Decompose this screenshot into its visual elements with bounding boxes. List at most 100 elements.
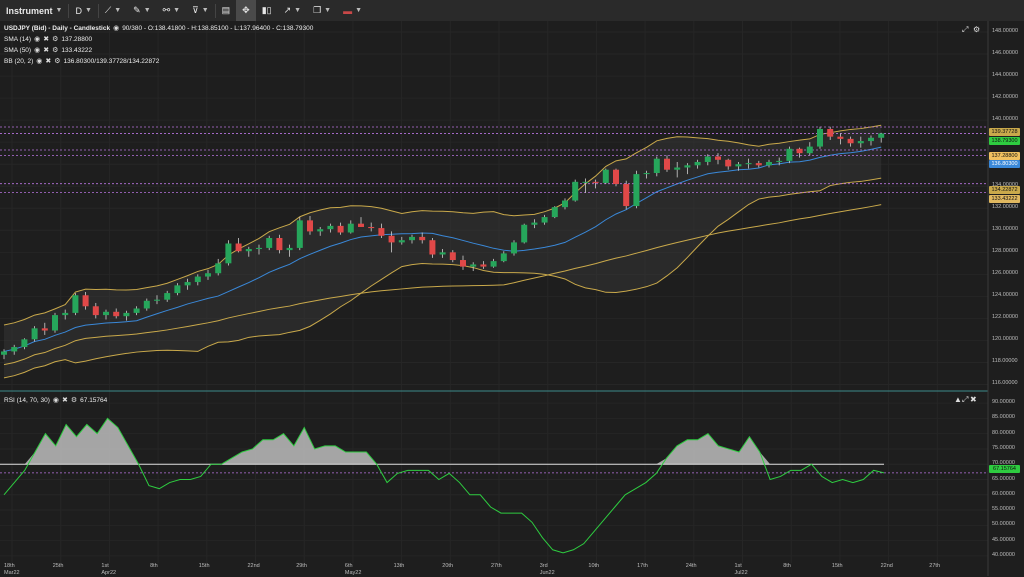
price-chart[interactable] [0,21,1024,576]
drawing-tools-button[interactable]: ⟋ ▼ [99,0,127,21]
candle-body [857,141,864,144]
gear-icon[interactable]: ⚙ [70,397,78,404]
candle-body [827,128,834,137]
maximize-icon[interactable]: ⤢ [962,25,969,34]
candle-body [31,328,38,340]
pencil-icon: ✎ [133,5,141,15]
chart-type-button[interactable]: ▮▯ [256,0,278,21]
candle-body [296,220,303,248]
close-price-tag: 138.79300 [989,137,1020,145]
time-day-label: 25th [52,563,64,569]
candle-body [245,249,252,252]
close-icon[interactable]: ✖ [43,36,50,43]
eye-icon[interactable]: ◉ [36,58,43,65]
candle-body [11,347,18,352]
candle-body [154,299,160,301]
time-day-label: 6th [344,563,353,569]
maximize-icon[interactable]: ⤢ [962,395,969,404]
instrument-title: USDJPY (Bid) - Daily - Candlestick [4,24,111,32]
ohlc-readout: 90/380 - O:138.41800 - H:138.85100 - L:1… [122,24,314,32]
timeframe-dropdown[interactable]: D ▼ [69,0,97,21]
bb-lower-tag: 134.22872 [989,186,1020,194]
legend-bb: BB (20, 2) ◉ ✖ ⚙ 136.80300/139.37728/134.2… [4,57,159,66]
candle-body [92,306,99,316]
candle-body [358,223,364,227]
time-axis-label: 22nd [881,563,893,570]
time-axis-label: 22nd [248,563,260,570]
candle-body [562,200,568,208]
candle-body [470,264,477,267]
time-axis-label: 1st Apr22 [101,563,116,577]
chevron-down-icon: ▼ [201,7,209,14]
price-axis-label: 148.00000 [992,28,1018,34]
candle-body [755,163,762,166]
move-up-icon[interactable]: ▲ [954,395,962,404]
rsi-axis-label: 90.00000 [992,399,1015,406]
candle-body [521,224,528,243]
candle-body [613,169,619,185]
close-icon[interactable]: ✖ [43,47,50,54]
candle-body [664,158,670,170]
chevron-down-icon: ▼ [173,7,181,14]
candle-body [276,237,283,251]
language-flag-icon: ▬ [343,5,353,16]
gear-icon[interactable]: ⚙ [54,58,61,65]
gear-icon[interactable]: ⚙ [52,47,59,54]
layout-button[interactable]: ▤ [216,0,237,21]
settings-icon[interactable]: ⚙ [973,25,981,34]
eye-icon[interactable]: ◉ [34,47,41,54]
close-icon[interactable]: ✖ [62,397,68,404]
chevron-down-icon: ▼ [55,7,63,14]
candle-body [500,253,507,262]
eye-icon[interactable]: ◉ [34,36,41,43]
window-button[interactable]: ❐ ▼ [307,0,337,21]
candle-body [235,243,242,252]
candle-body [878,133,885,138]
price-axis-label: 146.00000 [992,50,1018,57]
time-day-label: 24th [685,563,697,569]
rsi-axis-label: 85.00000 [992,414,1015,421]
instrument-dropdown[interactable]: Instrument ▼ [0,0,68,21]
eye-icon[interactable]: ◉ [52,397,59,404]
bb-mid-tag: 136.80300 [989,160,1020,168]
time-day-label: 8th [783,563,791,569]
time-day-label: 22nd [247,563,260,569]
candle-body [806,146,813,154]
candle-body [766,161,772,166]
candle-body [174,285,181,294]
rsi-axis-label: 45.00000 [992,536,1015,543]
template-button[interactable]: ⊽ ▼ [186,0,215,21]
price-axis-label: 122.00000 [992,314,1018,321]
candle-body [52,315,58,331]
close-icon[interactable]: ✖ [970,395,977,404]
legend-rsi: RSI (14, 70, 30) ◉ ✖ ⚙ 67.15764 [4,396,107,405]
chevron-down-icon: ▼ [324,7,332,14]
indicators-icon: ⚯ [162,5,171,15]
time-month-label: Mar22 [4,570,20,576]
time-axis-label: 29th [296,563,307,570]
bb-upper-tag: 139.37728 [989,128,1020,136]
candle-body [368,226,375,229]
candle-body [623,184,630,207]
time-day-label: 15th [198,563,210,569]
chevron-down-icon: ▼ [294,7,302,14]
chevron-down-icon: ▼ [114,7,122,14]
indicators-button[interactable]: ⚯ ▼ [157,0,186,21]
time-axis-label: 20th [442,563,453,570]
candle-body [439,252,446,255]
candle-body [480,264,487,267]
gear-icon[interactable]: ⚙ [52,36,59,43]
time-axis-label: 8th [150,563,158,570]
language-button[interactable]: ▬ ▼ [337,0,368,21]
rsi-axis-label: 65.00000 [992,475,1015,482]
legend-sma14: SMA (14) ◉ ✖ ⚙ 137.28800 [4,35,92,44]
pencil-button[interactable]: ✎ ▼ [127,0,156,21]
eye-icon[interactable]: ◉ [113,25,120,32]
candle-body [837,136,844,139]
share-button[interactable]: ↗ ▼ [278,0,307,21]
crosshair-button[interactable]: ✥ [236,0,256,21]
candle-body [541,217,548,223]
close-icon[interactable]: ✖ [45,58,52,65]
candle-body [205,273,211,277]
candle-body [531,222,538,225]
